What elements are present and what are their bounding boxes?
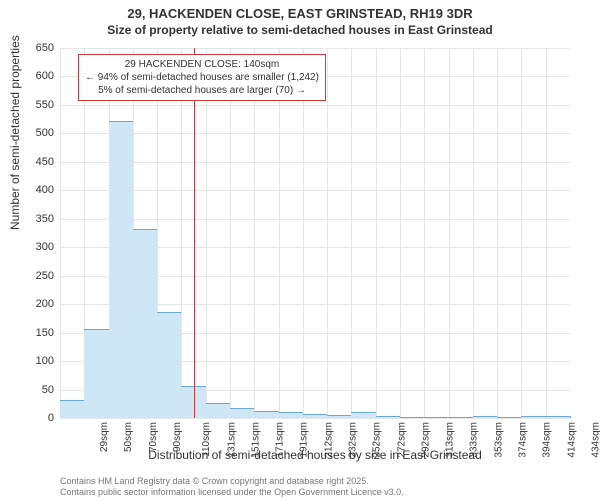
histogram-bar: [157, 312, 182, 418]
histogram-bar: [449, 417, 474, 418]
gridline-v: [473, 48, 474, 418]
footer-text: Contains HM Land Registry data © Crown c…: [60, 476, 404, 498]
y-tick-label: 350: [36, 213, 54, 225]
histogram-bar: [497, 417, 522, 418]
histogram-bar: [254, 411, 279, 418]
annotation-line1: 29 HACKENDEN CLOSE: 140sqm: [85, 58, 319, 71]
gridline-v: [376, 48, 377, 418]
histogram-bar: [303, 414, 328, 418]
histogram-bar: [546, 416, 571, 418]
annotation-box: 29 HACKENDEN CLOSE: 140sqm← 94% of semi-…: [78, 54, 326, 101]
y-tick-label: 250: [36, 270, 54, 282]
gridline-h: [60, 133, 570, 134]
histogram-bar: [206, 403, 231, 418]
annotation-line2: ← 94% of semi-detached houses are smalle…: [85, 71, 319, 84]
x-tick-label: 434sqm: [590, 422, 600, 458]
gridline-h: [60, 105, 570, 106]
plot-area: 0501001502002503003504004505005506006502…: [60, 48, 570, 418]
gridline-v: [279, 48, 280, 418]
histogram-bar: [279, 412, 304, 418]
footer-line-2: Contains public sector information licen…: [60, 487, 404, 498]
y-tick-label: 200: [36, 298, 54, 310]
gridline-v: [521, 48, 522, 418]
gridline-v: [400, 48, 401, 418]
gridline-h: [60, 190, 570, 191]
x-axis-label: Distribution of semi-detached houses by …: [60, 448, 570, 462]
histogram-bar: [230, 408, 255, 418]
histogram-bar: [109, 121, 134, 418]
gridline-h: [60, 418, 570, 419]
y-tick-label: 450: [36, 156, 54, 168]
histogram-bar: [133, 229, 158, 418]
histogram-bar: [400, 417, 425, 418]
gridline-v: [546, 48, 547, 418]
gridline-h: [60, 48, 570, 49]
gridline-v: [327, 48, 328, 418]
y-tick-label: 650: [36, 42, 54, 54]
histogram-bar: [60, 400, 85, 418]
gridline-v: [497, 48, 498, 418]
y-tick-label: 50: [42, 384, 54, 396]
chart-container: 29, HACKENDEN CLOSE, EAST GRINSTEAD, RH1…: [0, 0, 600, 500]
y-tick-label: 300: [36, 241, 54, 253]
chart-title: 29, HACKENDEN CLOSE, EAST GRINSTEAD, RH1…: [0, 0, 600, 23]
gridline-v: [60, 48, 61, 418]
gridline-v: [230, 48, 231, 418]
y-tick-label: 500: [36, 127, 54, 139]
histogram-bar: [424, 417, 449, 418]
y-axis-label: Number of semi-detached properties: [8, 35, 22, 230]
y-tick-label: 150: [36, 327, 54, 339]
histogram-bar: [84, 329, 109, 418]
gridline-v: [351, 48, 352, 418]
gridline-v: [206, 48, 207, 418]
footer-line-1: Contains HM Land Registry data © Crown c…: [60, 476, 404, 487]
y-tick-label: 100: [36, 355, 54, 367]
histogram-bar: [351, 412, 376, 418]
gridline-v: [181, 48, 182, 418]
y-tick-label: 600: [36, 70, 54, 82]
gridline-h: [60, 162, 570, 163]
histogram-bar: [327, 415, 352, 418]
y-tick-label: 0: [48, 412, 54, 424]
histogram-bar: [473, 416, 498, 418]
y-tick-label: 550: [36, 99, 54, 111]
gridline-v: [424, 48, 425, 418]
chart-subtitle: Size of property relative to semi-detach…: [0, 23, 600, 37]
gridline-v: [449, 48, 450, 418]
property-marker-line: [194, 48, 195, 418]
gridline-v: [303, 48, 304, 418]
histogram-bar: [376, 416, 401, 418]
histogram-bar: [521, 416, 546, 418]
gridline-h: [60, 219, 570, 220]
annotation-line3: 5% of semi-detached houses are larger (7…: [85, 84, 319, 97]
gridline-v: [254, 48, 255, 418]
y-tick-label: 400: [36, 184, 54, 196]
